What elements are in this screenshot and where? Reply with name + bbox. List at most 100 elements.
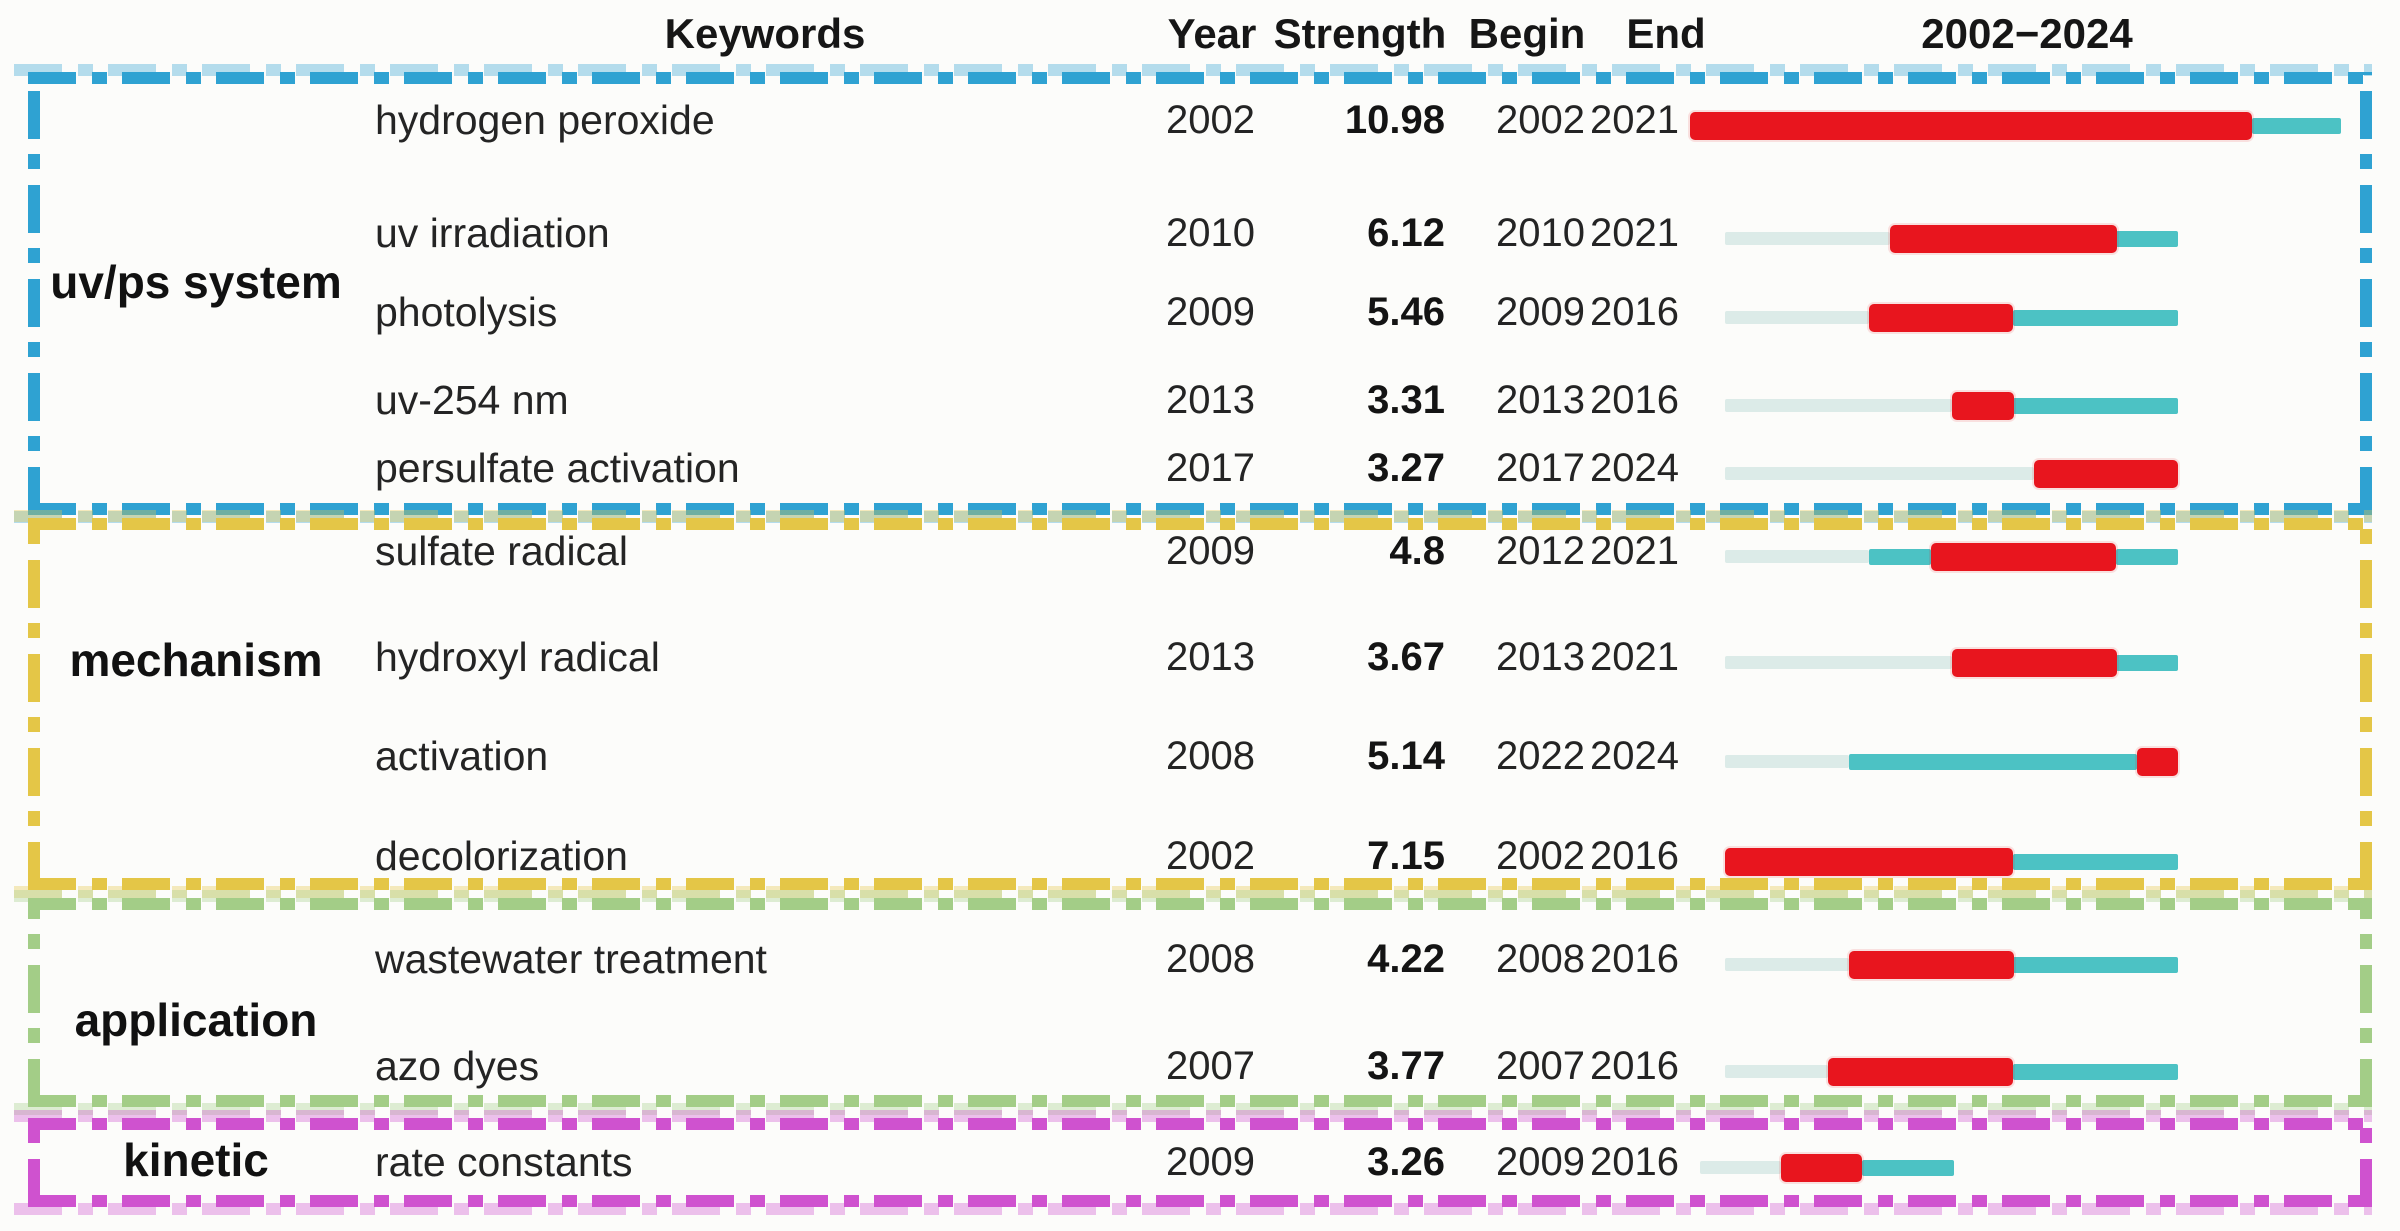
end-value: 2024 <box>1590 446 1679 490</box>
group-box-border <box>28 72 40 515</box>
year-value: 2013 <box>1166 635 1255 679</box>
year-value: 2010 <box>1166 211 1255 255</box>
bar-segment-post <box>2116 231 2178 247</box>
strength-value: 3.31 <box>1367 378 1445 422</box>
group-box-border <box>28 1195 2372 1207</box>
begin-value: 2017 <box>1496 446 1585 490</box>
keyword-row: hydrogen peroxide 2002 10.98 2002 2021 <box>0 90 2400 150</box>
group-box-border <box>2360 72 2372 515</box>
group-box-border <box>28 518 40 890</box>
begin-value: 2013 <box>1496 378 1585 422</box>
bar-segment-burst <box>1952 649 2117 677</box>
group-box-border <box>28 898 40 1107</box>
begin-value: 2009 <box>1496 290 1585 334</box>
group-box-border <box>28 1095 2372 1107</box>
bar-segment-pre <box>1725 467 2034 480</box>
bar-segment-post <box>2116 655 2178 671</box>
bar-segment-pre <box>1725 550 1869 563</box>
burst-bar <box>1725 726 2178 786</box>
strength-value: 10.98 <box>1344 98 1445 142</box>
strength-value: 5.14 <box>1367 734 1445 778</box>
bar-segment-post <box>2116 549 2178 565</box>
begin-value: 2007 <box>1496 1044 1585 1088</box>
year-value: 2013 <box>1166 378 1255 422</box>
group-box-border <box>28 503 2372 515</box>
strength-value: 4.8 <box>1389 529 1445 573</box>
begin-value: 2013 <box>1496 635 1585 679</box>
keyword-label: sulfate radical <box>375 528 628 574</box>
burst-bar <box>1725 370 2178 430</box>
burst-bar <box>1700 1132 1954 1192</box>
bar-segment-pre <box>1725 1065 1828 1078</box>
begin-column-header: Begin <box>1468 10 1586 57</box>
burst-bar <box>1725 282 2178 342</box>
bar-segment-post <box>1862 1160 1954 1176</box>
bar-segment-active <box>1849 754 2137 770</box>
year-value: 2002 <box>1166 834 1255 878</box>
end-value: 2016 <box>1590 1044 1679 1088</box>
end-value: 2021 <box>1590 529 1679 573</box>
bar-segment-burst <box>1725 848 2013 876</box>
group-box-border <box>28 1118 40 1207</box>
strength-value: 3.26 <box>1367 1140 1445 1184</box>
strength-value: 3.67 <box>1367 635 1445 679</box>
year-value: 2009 <box>1166 290 1255 334</box>
end-value: 2021 <box>1590 98 1679 142</box>
group-box-border <box>2360 898 2372 1107</box>
keyword-row: decolorization 2002 7.15 2002 2016 <box>0 826 2400 886</box>
group-box-border-halo <box>14 886 2372 898</box>
year-value: 2009 <box>1166 529 1255 573</box>
burst-bar <box>1725 203 2178 263</box>
bar-segment-post <box>2013 398 2178 414</box>
group-box-border <box>28 898 2372 910</box>
bar-segment-pre <box>1725 958 1849 971</box>
burst-bar <box>1725 627 2178 687</box>
keyword-row: activation 2008 5.14 2022 2024 <box>0 726 2400 786</box>
strength-value: 7.15 <box>1367 834 1445 878</box>
group-box <box>14 1110 2372 1215</box>
end-value: 2016 <box>1590 834 1679 878</box>
burst-bar <box>1725 1036 2178 1096</box>
bar-segment-post <box>2013 1064 2178 1080</box>
begin-value: 2010 <box>1496 211 1585 255</box>
group-box-border <box>2360 518 2372 890</box>
burst-bar <box>1725 521 2178 581</box>
keyword-row: uv irradiation 2010 6.12 2010 2021 <box>0 203 2400 263</box>
group-box <box>14 510 2372 898</box>
end-value: 2024 <box>1590 734 1679 778</box>
group-box-border <box>2360 1118 2372 1207</box>
keyword-row: wastewater treatment 2008 4.22 2008 2016 <box>0 929 2400 989</box>
bar-segment-burst <box>1781 1154 1862 1182</box>
bar-segment-post <box>2013 957 2178 973</box>
begin-value: 2002 <box>1496 98 1585 142</box>
strength-value: 3.27 <box>1367 446 1445 490</box>
year-value: 2017 <box>1166 446 1255 490</box>
burst-bar <box>1725 438 2178 498</box>
keyword-label: hydrogen peroxide <box>375 97 715 143</box>
group-box-border <box>28 878 2372 890</box>
bar-segment-pre <box>1700 1161 1781 1174</box>
keyword-row: persulfate activation 2017 3.27 2017 2024 <box>0 438 2400 498</box>
keyword-row: uv-254 nm 2013 3.31 2013 2016 <box>0 370 2400 430</box>
bar-segment-post <box>2252 118 2341 134</box>
end-value: 2016 <box>1590 1140 1679 1184</box>
keyword-label: decolorization <box>375 833 628 879</box>
keyword-label: rate constants <box>375 1139 633 1185</box>
bar-segment-burst <box>1869 304 2013 332</box>
group-label: mechanism <box>69 634 323 686</box>
group-box-border-halo <box>14 1103 2372 1115</box>
group-box-border-halo <box>14 1203 2372 1215</box>
begin-value: 2022 <box>1496 734 1585 778</box>
year-value: 2009 <box>1166 1140 1255 1184</box>
keyword-row: sulfate radical 2009 4.8 2012 2021 <box>0 521 2400 581</box>
year-value: 2007 <box>1166 1044 1255 1088</box>
bar-segment-pre <box>1725 656 1952 669</box>
bar-segment-burst <box>1952 392 2014 420</box>
group-box <box>14 890 2372 1115</box>
strength-column-header: Strength <box>1273 10 1447 57</box>
burst-bar <box>1690 90 2341 150</box>
bar-segment-post <box>2013 310 2178 326</box>
burst-bar <box>1725 929 2178 989</box>
begin-value: 2012 <box>1496 529 1585 573</box>
group-label: kinetic <box>123 1134 269 1186</box>
